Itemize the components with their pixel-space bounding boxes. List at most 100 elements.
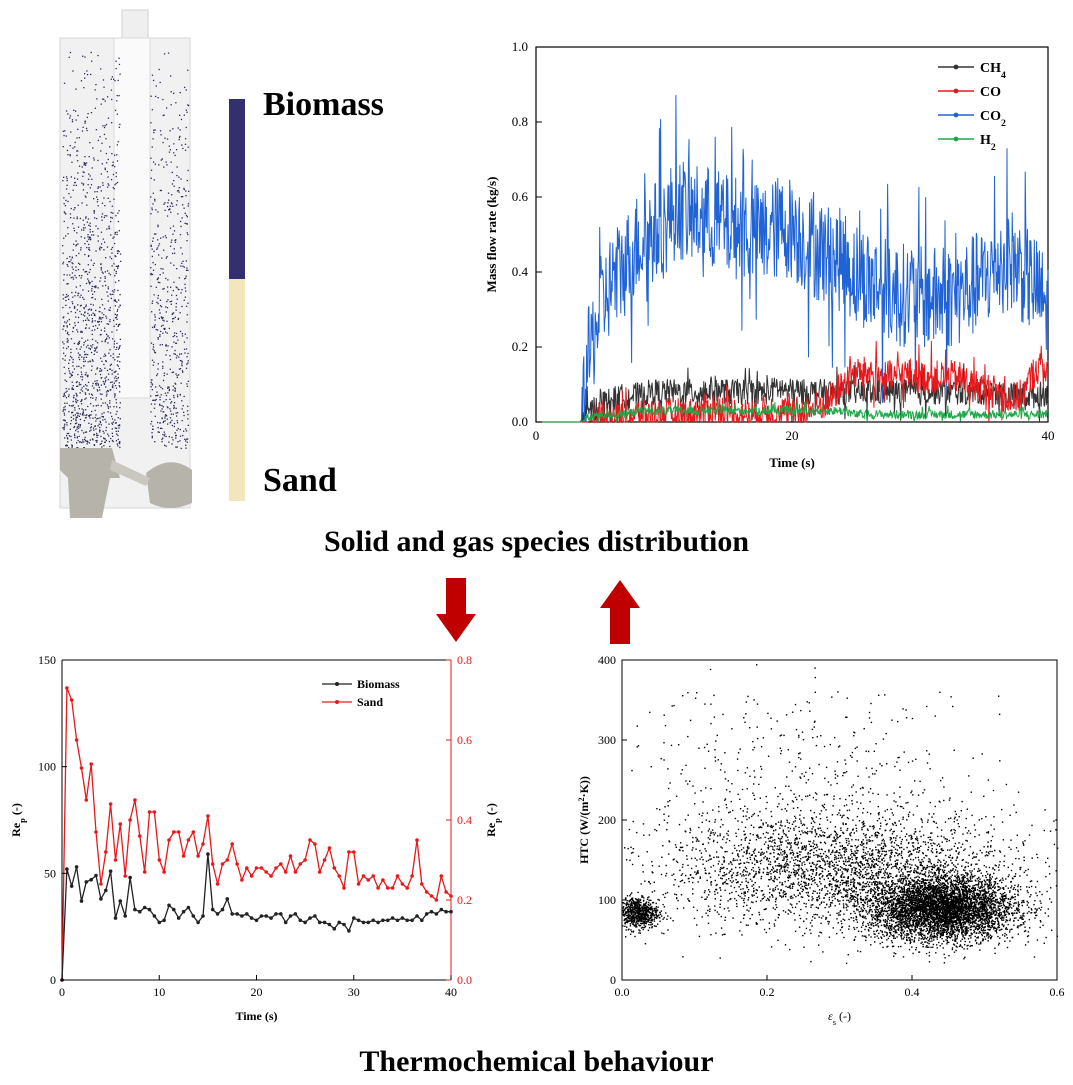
data-point — [332, 927, 337, 931]
data-point — [366, 878, 371, 882]
data-point — [206, 814, 210, 818]
x-tick-label: 40 — [1042, 428, 1055, 443]
data-point — [162, 918, 166, 923]
x-tick-label: 40 — [445, 985, 457, 999]
x-tick-label: 0.2 — [760, 985, 775, 999]
data-point — [352, 850, 356, 854]
data-point — [249, 916, 254, 920]
data-point — [108, 869, 113, 873]
data-point — [434, 912, 439, 916]
x-tick-label: 0 — [533, 428, 540, 443]
data-point — [395, 918, 400, 923]
series-markers-sand — [60, 686, 453, 982]
x-tick-label: 0 — [59, 985, 65, 999]
data-point — [69, 884, 74, 888]
x-tick-label: 0.4 — [905, 985, 920, 999]
data-point — [337, 920, 342, 925]
data-point — [274, 866, 278, 870]
legend-label: Biomass — [357, 677, 400, 691]
data-point — [225, 897, 230, 901]
data-point — [420, 918, 424, 923]
data-point — [322, 858, 327, 862]
data-point — [390, 886, 395, 890]
data-point — [288, 854, 293, 858]
data-point — [361, 874, 366, 878]
data-point — [162, 870, 166, 874]
data-point — [259, 914, 264, 918]
y-tick-label: 0 — [50, 973, 56, 987]
data-point — [313, 842, 317, 846]
down-arrow-icon — [436, 578, 476, 642]
data-point — [123, 874, 127, 878]
data-point — [356, 918, 361, 923]
data-point — [196, 854, 200, 858]
series-line-co2 — [536, 94, 1049, 423]
data-point — [79, 766, 84, 770]
data-point — [191, 914, 196, 918]
data-point — [303, 858, 307, 862]
data-point — [274, 912, 278, 916]
data-point — [138, 909, 142, 914]
legend-label: H2 — [980, 133, 996, 153]
x-tick-label: 0.6 — [1050, 985, 1065, 999]
data-point — [410, 918, 414, 923]
data-point — [138, 834, 142, 838]
data-point — [283, 870, 288, 874]
x-axis-label: εs (-) — [828, 1009, 851, 1027]
legend-marker — [953, 64, 959, 70]
legend-label: CO — [980, 85, 1001, 100]
data-point — [337, 874, 342, 878]
data-point — [201, 914, 205, 918]
y-tick-label: 200 — [598, 813, 616, 827]
data-point — [386, 918, 390, 923]
y-tick-label: 0 — [610, 973, 616, 987]
y2-axis-label: Rep (-) — [484, 803, 502, 837]
series-line-sand — [61, 687, 452, 981]
data-point — [288, 914, 293, 918]
y2-tick-label: 0.6 — [457, 733, 472, 747]
re-chart-legend: Biomass Sand — [322, 677, 400, 709]
data-point — [386, 886, 390, 890]
data-point — [167, 838, 171, 842]
data-point — [113, 858, 118, 862]
data-point — [215, 912, 220, 916]
data-point — [352, 916, 356, 920]
y2-tick-label: 0.0 — [457, 973, 472, 987]
data-point — [210, 862, 215, 866]
data-point — [104, 850, 108, 854]
data-point — [347, 929, 351, 933]
data-point — [235, 862, 239, 866]
series-markers-biomass — [60, 852, 453, 982]
data-point — [89, 877, 93, 882]
y-tick-label: 0.2 — [512, 339, 528, 354]
data-point — [376, 920, 380, 925]
data-point — [444, 890, 448, 894]
data-point — [313, 914, 317, 918]
sand-particles — [60, 448, 192, 518]
y-tick-label: 0.0 — [512, 414, 528, 429]
data-point — [118, 899, 123, 903]
data-point — [186, 838, 191, 842]
data-point — [317, 870, 322, 874]
data-point — [269, 874, 273, 878]
legend-label: Sand — [357, 695, 383, 709]
data-point — [308, 916, 312, 920]
data-point — [235, 912, 239, 916]
biomass-sand-colorbar — [229, 99, 245, 501]
data-point — [240, 914, 244, 918]
data-point — [361, 920, 366, 925]
data-point — [186, 905, 191, 910]
y-tick-label: 0.8 — [512, 114, 528, 129]
data-point — [172, 907, 176, 912]
data-point — [424, 912, 429, 916]
x-axis-label: Time (s) — [235, 1009, 277, 1023]
data-point — [415, 838, 419, 842]
data-point — [94, 873, 98, 878]
data-point — [108, 802, 113, 806]
y-axis-label: Rep (-) — [9, 803, 27, 837]
y-tick-label: 100 — [598, 893, 616, 907]
x-tick-label: 20 — [251, 985, 263, 999]
gas-species-mass-flow-chart: 0 20 40 0.0 0.2 0.4 0.6 0.8 1.0 Time (s) Mass flow… — [484, 39, 1055, 470]
particle-reynolds-number-chart: 0 10 20 30 40 0 50 100 150 0.0 0.2 0.4 0.6 0.8 Time (s… — [9, 653, 502, 1023]
data-point — [215, 882, 220, 886]
